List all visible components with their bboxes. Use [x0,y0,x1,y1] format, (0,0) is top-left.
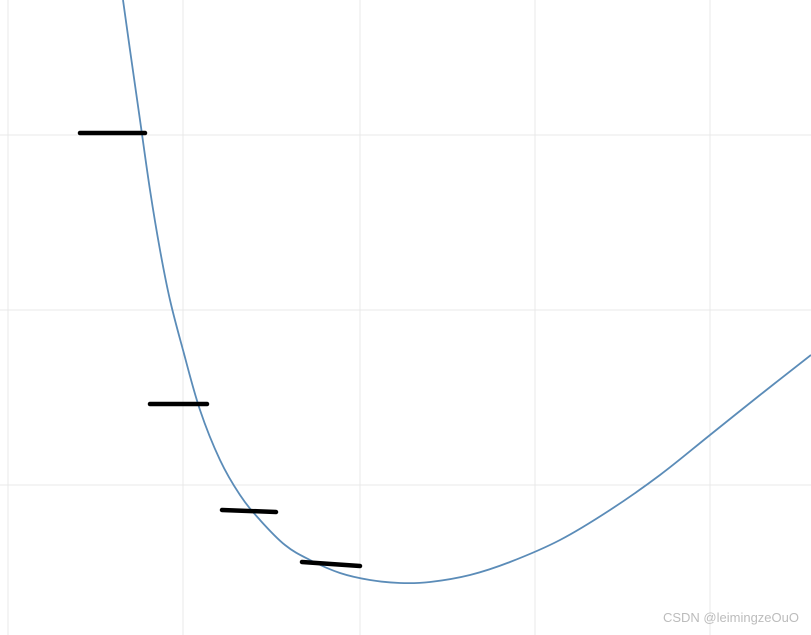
chart-background [0,0,811,635]
chart-container: CSDN @leimingzeOuO [0,0,811,635]
curve-chart [0,0,811,635]
tangent-mark [222,510,276,512]
watermark-text: CSDN @leimingzeOuO [663,610,799,625]
